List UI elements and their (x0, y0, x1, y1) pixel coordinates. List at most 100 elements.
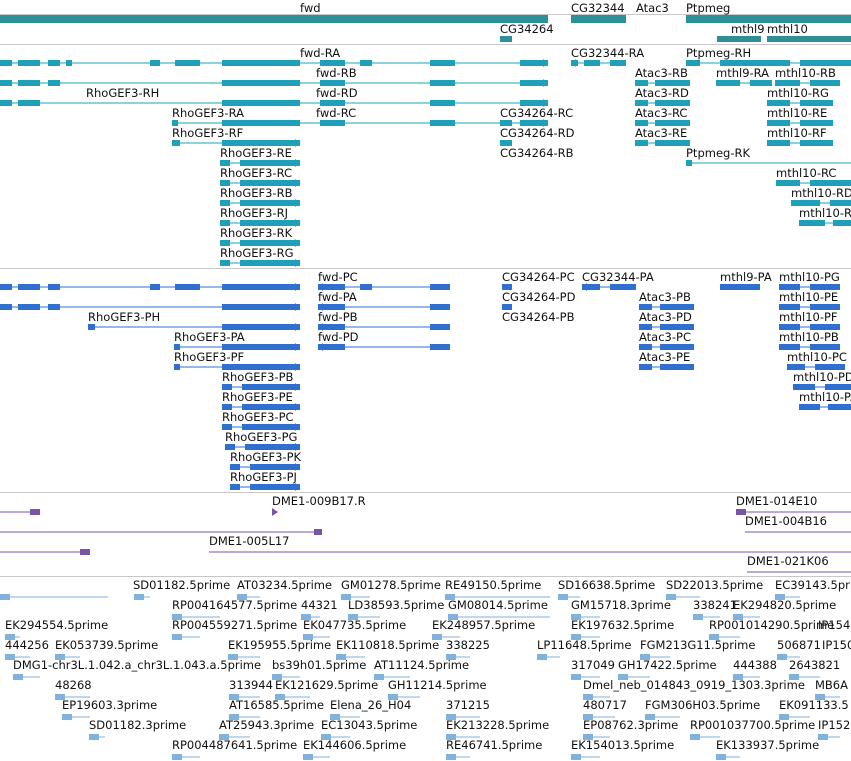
feature-block[interactable] (767, 120, 790, 126)
feature-block[interactable] (175, 60, 200, 66)
feature-block[interactable] (520, 80, 548, 86)
feature-block[interactable] (301, 614, 311, 620)
feature-block[interactable] (318, 284, 345, 290)
transcript-label[interactable]: RhoGEF3-PB (222, 370, 294, 384)
feature-block[interactable] (220, 220, 230, 226)
est-label[interactable]: EK053739.5prime (55, 638, 159, 652)
est-label[interactable]: FGM306H03.5prime (645, 698, 761, 712)
transcript-label[interactable]: RhoGEF3-PG (225, 430, 298, 444)
transcript-label[interactable]: fwd-PD (318, 330, 359, 344)
est-label[interactable]: EK294554.5prime (5, 618, 109, 632)
est-label[interactable]: 338225 (446, 638, 490, 652)
transcript-label[interactable]: fwd-RA (300, 46, 341, 60)
transcript-label[interactable]: Atac3-RC (635, 106, 688, 120)
feature-block[interactable] (219, 734, 229, 740)
feature-block[interactable] (815, 694, 825, 700)
feature-block[interactable] (500, 120, 512, 126)
transcript-label[interactable]: RhoGEF3-PJ (230, 470, 297, 484)
feature-block[interactable] (222, 304, 300, 310)
feature-block[interactable] (666, 594, 676, 600)
feature-block[interactable] (716, 80, 740, 86)
est-label[interactable]: Dmel_neb_014843_0919_1303.3prime (583, 678, 805, 692)
transcript-label[interactable]: mthl10-PG (779, 270, 840, 284)
transcript-label[interactable]: RhoGEF3-RB (220, 186, 293, 200)
feature-block[interactable] (618, 674, 628, 680)
feature-block[interactable] (80, 549, 90, 555)
feature-block[interactable] (610, 60, 626, 66)
est-label[interactable]: RP004559271.5prime (172, 618, 298, 632)
est-label[interactable]: GM15718.3prime (571, 598, 671, 612)
feature-block[interactable] (779, 714, 789, 720)
feature-block[interactable] (172, 754, 182, 760)
feature-block[interactable] (430, 324, 450, 330)
feature-block[interactable] (175, 284, 200, 290)
feature-block[interactable] (775, 594, 785, 600)
est-label[interactable]: RP001037700.5prime (690, 718, 816, 732)
feature-block[interactable] (430, 304, 450, 310)
est-label[interactable]: 371215 (446, 698, 490, 712)
feature-block[interactable] (48, 304, 60, 310)
feature-block[interactable] (5, 634, 15, 640)
est-label[interactable]: EK294820.5prime (733, 598, 837, 612)
transcript-label[interactable]: mthl10-RB (775, 66, 836, 80)
feature-block[interactable] (779, 284, 800, 290)
feature-block[interactable] (502, 284, 512, 290)
est-label[interactable]: GH11214.5prime (388, 678, 487, 692)
strand-arrow[interactable] (295, 403, 300, 411)
feature-block[interactable] (635, 140, 648, 146)
feature-block[interactable] (172, 120, 178, 126)
transcript-label[interactable]: mthl10-RD (791, 186, 851, 200)
transcript-label[interactable]: Atac3-PE (639, 350, 691, 364)
gene-label[interactable]: fwd (300, 1, 321, 15)
est-label[interactable]: 506871 (777, 638, 821, 652)
transcript-label[interactable]: mthl10-RG (767, 86, 829, 100)
feature-block[interactable] (779, 344, 800, 350)
transcript-label[interactable]: CG34264-PB (502, 310, 575, 324)
feature-block[interactable] (584, 60, 600, 66)
transcript-label[interactable]: mthl10-PD (793, 370, 851, 384)
transcript-label[interactable]: mthl10-PB (779, 330, 839, 344)
transcript-label[interactable]: fwd-PA (318, 290, 357, 304)
feature-block[interactable] (388, 694, 398, 700)
strand-arrow[interactable] (295, 139, 300, 147)
feature-block[interactable] (240, 220, 300, 226)
strand-arrow[interactable] (295, 363, 300, 371)
strand-arrow[interactable] (543, 99, 548, 107)
est-label[interactable]: EP19603.3prime (62, 698, 158, 712)
feature-block[interactable] (250, 464, 300, 470)
feature-block[interactable] (635, 100, 648, 106)
feature-block[interactable] (245, 444, 300, 450)
strand-arrow[interactable] (582, 283, 587, 291)
feature-block[interactable] (89, 734, 99, 740)
feature-block[interactable] (432, 634, 442, 640)
feature-block[interactable] (775, 80, 800, 86)
feature-block[interactable] (48, 80, 60, 86)
feature-block[interactable] (709, 634, 719, 640)
feature-block[interactable] (430, 120, 455, 126)
est-label[interactable]: LD38593.5prime (348, 598, 445, 612)
est-label[interactable]: IP154 (818, 618, 851, 632)
est-label[interactable]: EK121629.5prime (275, 678, 379, 692)
feature-block[interactable] (348, 614, 358, 620)
strand-arrow[interactable] (295, 179, 300, 187)
est-label[interactable]: IP152 (818, 718, 851, 732)
feature-block[interactable] (655, 80, 690, 86)
feature-block[interactable] (240, 180, 300, 186)
feature-block[interactable] (800, 60, 851, 66)
gene-label[interactable]: mthl10 (767, 22, 808, 36)
feature-block[interactable] (172, 140, 180, 146)
feature-block[interactable] (330, 714, 340, 720)
feature-block[interactable] (789, 674, 799, 680)
est-label[interactable]: RE46741.5prime (446, 738, 543, 752)
gene-label[interactable]: Atac3 (636, 1, 669, 15)
feature-block[interactable] (242, 384, 300, 390)
feature-block[interactable] (321, 734, 331, 740)
feature-block[interactable] (13, 674, 23, 680)
est-label[interactable]: EK047735.5prime (303, 618, 407, 632)
feature-block[interactable] (571, 634, 581, 640)
feature-block[interactable] (716, 754, 726, 760)
est-label[interactable]: EK133937.5prime (716, 738, 820, 752)
transcript-label[interactable]: Atac3-PC (639, 330, 691, 344)
feature-block[interactable] (222, 100, 300, 106)
transcript-label[interactable]: Atac3-PD (639, 310, 692, 324)
